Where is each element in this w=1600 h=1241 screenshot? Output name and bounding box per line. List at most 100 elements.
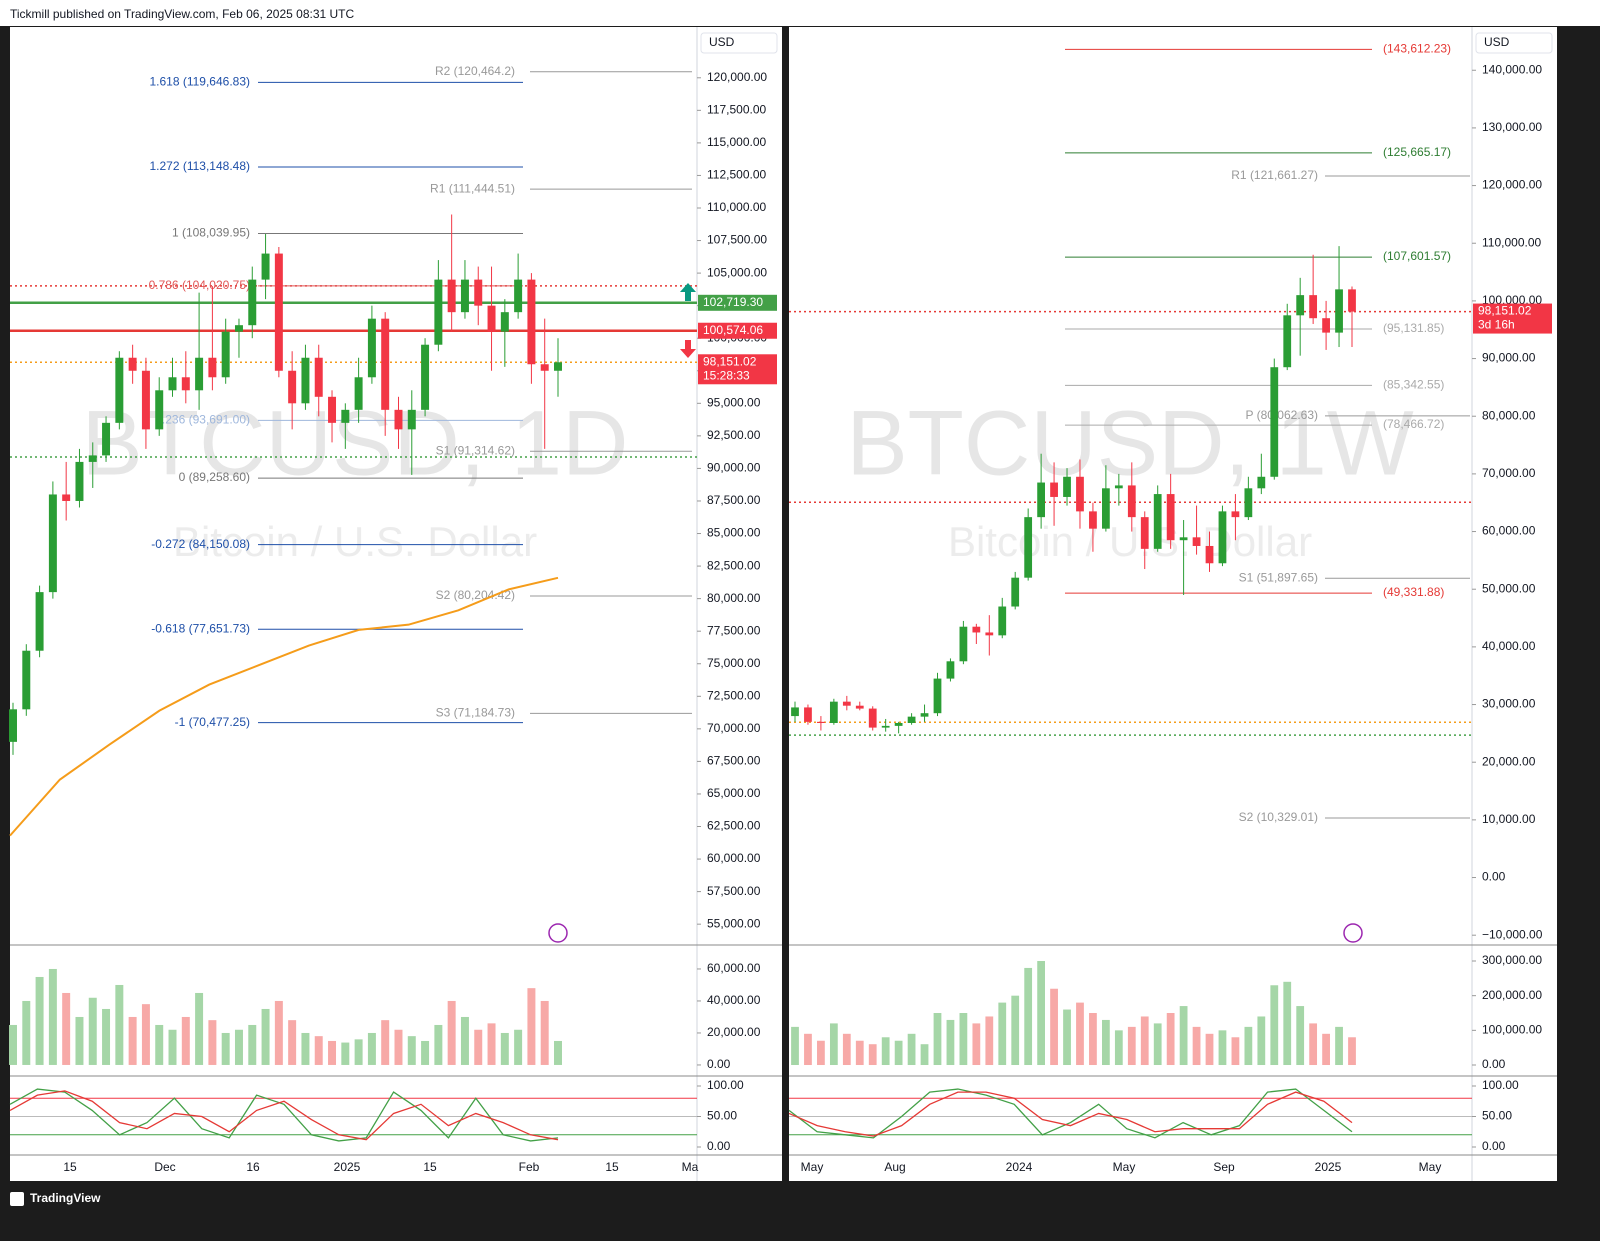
level-label: (78,466.72) — [1383, 417, 1444, 431]
y-tick-label: 72,500.00 — [707, 688, 761, 702]
candle-body — [1024, 517, 1033, 578]
volume-bar — [1244, 1026, 1253, 1066]
candle-body — [62, 494, 71, 501]
volume-bar — [102, 1008, 111, 1065]
x-tick-label: May — [1419, 1160, 1442, 1174]
y-tick-label: 67,500.00 — [707, 754, 761, 768]
volume-bar — [1011, 995, 1020, 1066]
candle-body — [1076, 476, 1084, 512]
candle-body — [274, 253, 283, 371]
candle-body — [88, 455, 97, 462]
candle-body — [447, 279, 456, 313]
volume-bar — [341, 1042, 350, 1065]
volume-bar — [1024, 967, 1033, 1066]
volume-bar — [868, 1044, 877, 1066]
candle-body — [421, 344, 430, 410]
candle-body — [868, 708, 877, 728]
y-tick-label: 117,500.00 — [707, 103, 766, 117]
y-tick-label: 90,000.00 — [707, 461, 761, 475]
candle-body — [514, 279, 523, 313]
y-tick-label: 80,000.00 — [1482, 408, 1536, 422]
volume-bar — [208, 1020, 217, 1065]
volume-bar — [1309, 1023, 1318, 1066]
candle-body — [1296, 295, 1305, 316]
stoch-k-line — [788, 1088, 1353, 1139]
candle-body — [1101, 488, 1110, 529]
volume-bar — [274, 1000, 283, 1065]
level-label: (125,665.17) — [1383, 145, 1451, 159]
candle-body — [1114, 485, 1123, 489]
volume-bar — [540, 1000, 549, 1065]
volume-bar — [181, 1016, 190, 1065]
y-tick-label: 140,000.00 — [1482, 62, 1542, 76]
candle-body — [168, 377, 177, 391]
volume-bar — [367, 1032, 376, 1065]
y-tick-label: 105,000.00 — [707, 265, 767, 279]
candle-body — [248, 279, 257, 326]
y-tick-label: 300,000.00 — [1482, 953, 1542, 967]
price-tag-label: 100,574.06 — [703, 323, 763, 337]
y-tick-label: 120,000.00 — [1482, 178, 1542, 192]
candle-body — [221, 331, 230, 378]
candle-body — [972, 626, 981, 633]
candle-body — [1257, 476, 1266, 489]
volume-bar — [554, 1040, 562, 1065]
candle-body — [1063, 476, 1071, 497]
candle-body — [527, 279, 536, 365]
y-tick-label: 50.00 — [707, 1109, 737, 1123]
candle-body — [341, 409, 350, 423]
currency-label: USD — [709, 35, 735, 49]
y-tick-label: 110,000.00 — [1482, 235, 1541, 249]
volume-bar — [155, 1024, 164, 1065]
y-tick-label: 112,500.00 — [707, 168, 766, 182]
price-tag — [698, 322, 777, 339]
volume-bar — [1348, 1037, 1356, 1066]
candle-body — [1322, 318, 1330, 333]
volume-bar — [1192, 1026, 1201, 1066]
alert-icon — [1343, 923, 1363, 943]
level-label: 1.618 (119,646.83) — [149, 75, 250, 89]
header-bar — [0, 0, 1600, 26]
candle-body — [1089, 511, 1097, 529]
y-tick-label: 92,500.00 — [707, 428, 761, 442]
x-tick-label: 2025 — [1315, 1160, 1342, 1174]
candle-body — [288, 370, 297, 404]
candle-body — [314, 357, 323, 397]
currency-box — [700, 32, 778, 54]
volume-bar — [1089, 1013, 1097, 1066]
brand-logo — [10, 1192, 24, 1206]
volume-bar — [9, 1024, 17, 1065]
left-panel — [10, 27, 782, 1181]
volume-bar — [1114, 1030, 1123, 1066]
volume-bar — [500, 1032, 509, 1065]
y-tick-label: 0.00 — [707, 1057, 731, 1071]
candle-body — [881, 725, 890, 728]
y-tick-label: 40,000.00 — [707, 993, 761, 1007]
level-label: 0.786 (104,020.75) — [149, 278, 250, 292]
candle-body — [1218, 511, 1227, 564]
volume-bar — [434, 1024, 443, 1065]
volume-bar — [22, 1000, 31, 1065]
y-tick-label: 90,000.00 — [1482, 351, 1536, 365]
candle-body — [1153, 494, 1162, 549]
candle-body — [474, 279, 483, 306]
y-tick-label: 82,500.00 — [707, 558, 761, 572]
volume-bar — [1140, 1016, 1149, 1066]
y-tick-label: 0.00 — [1482, 1057, 1506, 1071]
candle-body — [1192, 537, 1201, 546]
price-tag — [698, 294, 777, 311]
y-tick-label: 0.00 — [707, 1139, 731, 1153]
volume-bar — [804, 1033, 812, 1066]
currency-label: USD — [1484, 35, 1510, 49]
volume-bar — [35, 976, 44, 1065]
candle-body — [920, 713, 929, 717]
level-label: (49,331.88) — [1383, 585, 1444, 599]
y-tick-label: 30,000.00 — [1482, 697, 1536, 711]
price-tag-countdown: 15:28:33 — [703, 368, 750, 382]
x-tick-label: 16 — [246, 1160, 260, 1174]
price-tag-countdown: 3d 16h — [1478, 318, 1515, 332]
candle-body — [554, 362, 562, 371]
y-tick-label: 100.00 — [707, 1078, 744, 1092]
currency-box — [1475, 32, 1553, 54]
